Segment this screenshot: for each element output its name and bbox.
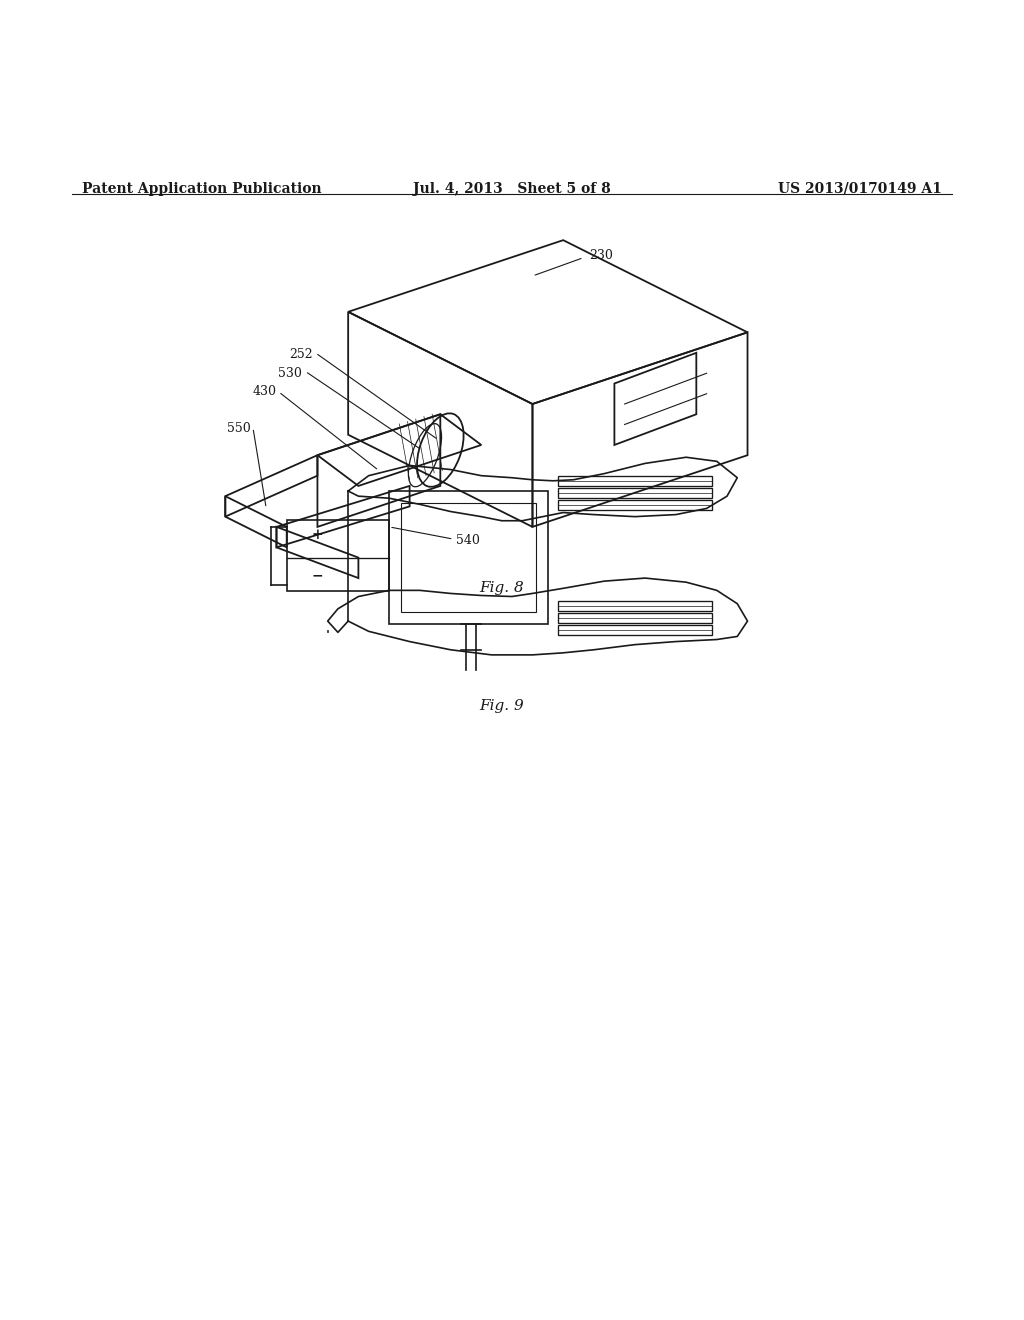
Text: 550: 550: [227, 422, 251, 436]
Text: +: +: [311, 528, 324, 543]
Text: Patent Application Publication: Patent Application Publication: [82, 182, 322, 195]
Text: 540: 540: [456, 533, 479, 546]
Text: Fig. 8: Fig. 8: [479, 581, 524, 595]
Text: US 2013/0170149 A1: US 2013/0170149 A1: [778, 182, 942, 195]
Text: 430: 430: [253, 385, 276, 399]
Text: 230: 230: [589, 249, 612, 261]
Text: 252: 252: [289, 348, 312, 362]
Text: −: −: [311, 568, 324, 582]
Text: Jul. 4, 2013   Sheet 5 of 8: Jul. 4, 2013 Sheet 5 of 8: [413, 182, 611, 195]
Text: Fig. 9: Fig. 9: [479, 700, 524, 713]
Text: 530: 530: [279, 367, 302, 380]
